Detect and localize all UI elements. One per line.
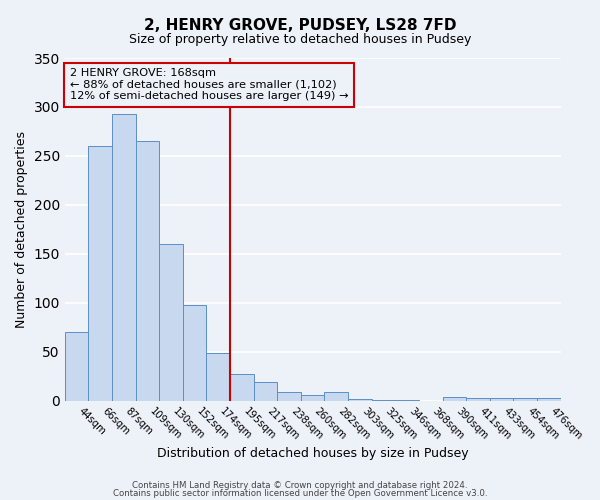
Bar (490, 398, 514, 401)
Text: 2 HENRY GROVE: 168sqm
← 88% of detached houses are smaller (1,102)
12% of semi-d: 2 HENRY GROVE: 168sqm ← 88% of detached … (70, 68, 348, 102)
Bar (206, 353, 230, 401)
Text: Contains public sector information licensed under the Open Government Licence v3: Contains public sector information licen… (113, 489, 487, 498)
Text: Contains HM Land Registry data © Crown copyright and database right 2024.: Contains HM Land Registry data © Crown c… (132, 480, 468, 490)
Text: 2, HENRY GROVE, PUDSEY, LS28 7FD: 2, HENRY GROVE, PUDSEY, LS28 7FD (144, 18, 456, 32)
Text: Size of property relative to detached houses in Pudsey: Size of property relative to detached ho… (129, 32, 471, 46)
Bar (466, 398, 490, 401)
Bar (88, 146, 112, 401)
Bar (371, 400, 395, 401)
Bar (254, 382, 277, 401)
Bar (112, 114, 136, 401)
Bar (65, 332, 88, 401)
Bar (277, 392, 301, 401)
Bar (395, 400, 419, 401)
Bar (301, 395, 325, 401)
Bar (348, 399, 371, 401)
Bar (183, 305, 206, 401)
Bar (230, 374, 254, 401)
X-axis label: Distribution of detached houses by size in Pudsey: Distribution of detached houses by size … (157, 447, 469, 460)
Bar (325, 392, 348, 401)
Y-axis label: Number of detached properties: Number of detached properties (15, 131, 28, 328)
Bar (537, 398, 560, 401)
Bar (443, 397, 466, 401)
Bar (136, 142, 159, 401)
Bar (514, 398, 537, 401)
Bar (159, 244, 183, 401)
